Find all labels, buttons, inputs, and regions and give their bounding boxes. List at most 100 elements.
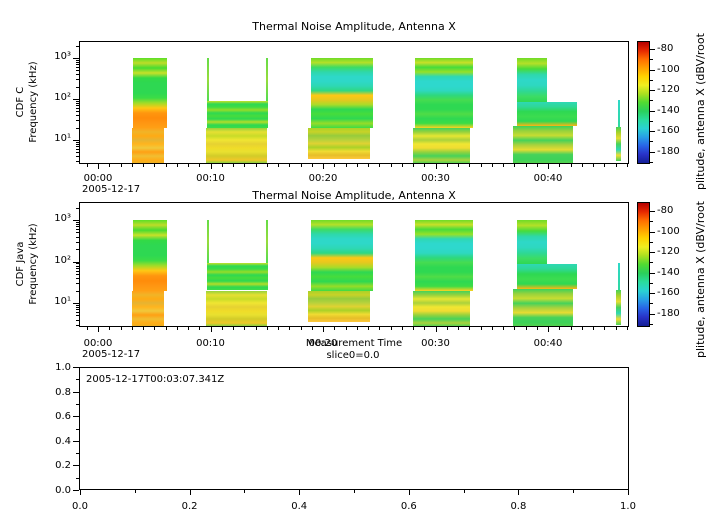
x-minor-tick (424, 164, 426, 167)
colorbar-tick-label: -100 (657, 225, 680, 237)
slice-y-minor-tick (76, 453, 79, 455)
x-minor-tick (491, 327, 493, 330)
y-minor-tick (76, 265, 79, 267)
y-axis-label-line1: CDF C (15, 86, 26, 118)
y-axis-label-line2: Frequency (kHz) (28, 61, 39, 143)
x-minor-tick (570, 164, 572, 167)
y-minor-tick (76, 102, 79, 104)
y-tick-label: 10¹ (54, 133, 71, 144)
y-minor-tick (76, 141, 79, 143)
y-minor-tick (76, 309, 79, 311)
colorbar-major-tick (650, 313, 655, 315)
y-minor-tick (76, 304, 79, 306)
colorbar-tick-label: -180 (657, 307, 680, 319)
colorbar-minor-tick (650, 221, 653, 223)
colorbar-major-tick (650, 151, 655, 153)
y-major-tick (73, 303, 79, 304)
slice-x-major-tick (628, 490, 629, 495)
x-axis-date-label: 2005-12-17 (82, 349, 141, 360)
colorbar-minor-tick (650, 323, 653, 325)
x-minor-tick (458, 164, 459, 167)
x-minor-tick (176, 164, 178, 167)
slice-x-major-tick (408, 490, 410, 495)
y-minor-tick (76, 100, 79, 102)
colorbar-minor-tick (650, 161, 653, 163)
x-minor-tick (469, 164, 471, 167)
spectrogram-block-scan-4-lower (413, 127, 471, 163)
slice-y-tick-label: 0.8 (55, 386, 71, 398)
x-minor-tick (233, 327, 234, 330)
spectrogram-block-scan-1-upper (132, 58, 167, 128)
y-minor-tick (76, 156, 79, 158)
spectrogram-block-scan-4-lower (413, 290, 471, 326)
x-minor-tick (604, 327, 606, 330)
y-minor-tick (76, 64, 79, 66)
y-minor-tick (76, 86, 79, 88)
x-tick-label: 00:00 (83, 173, 113, 184)
spectrogram-block-sliver-spike (617, 100, 620, 127)
x-minor-tick (368, 327, 369, 330)
y-minor-tick (76, 111, 79, 113)
colorbar-minor-tick (650, 303, 653, 305)
slice-y-major-tick (73, 490, 79, 491)
x-minor-tick (615, 327, 617, 330)
y-minor-tick (76, 226, 79, 228)
plot-area-cdf-java (79, 202, 629, 327)
y-minor-tick (76, 143, 79, 145)
x-minor-tick (626, 164, 628, 167)
colorbar-minor-tick (650, 120, 653, 122)
slice-y-tick-label: 0.0 (55, 485, 71, 496)
x-minor-tick (109, 327, 111, 330)
colorbar-minor-tick (650, 100, 653, 102)
spectrogram-block-scan-2-spike-right (265, 220, 268, 264)
colorbar-cdf-java-label: plitude, antenna X (dBV/root (694, 201, 707, 358)
colorbar-major-tick (650, 211, 655, 212)
x-minor-tick (86, 164, 88, 167)
colorbar-minor-tick (650, 282, 653, 284)
x-major-tick (548, 164, 549, 169)
y-minor-tick (76, 79, 79, 81)
colorbar-minor-tick (650, 79, 653, 81)
spectrogram-block-scan-1-lower (131, 290, 165, 326)
y-minor-tick (76, 263, 79, 265)
colorbar-tick-label: -80 (657, 43, 674, 54)
y-tick-label: 10² (54, 254, 71, 266)
x-minor-tick (334, 164, 336, 167)
x-minor-tick (86, 327, 88, 330)
x-minor-tick (401, 327, 403, 330)
spectrogram-block-scan-2-spike-left (207, 58, 210, 101)
x-major-tick (435, 327, 437, 332)
y-minor-tick (76, 315, 79, 317)
x-major-tick (323, 164, 324, 169)
x-minor-tick (379, 164, 381, 167)
x-minor-tick (480, 164, 482, 167)
colorbar-cdf-c-label: plitude, antenna X (dBV/root (694, 33, 707, 190)
y-minor-tick (76, 236, 79, 238)
y-minor-tick (76, 290, 79, 292)
x-major-tick (210, 164, 212, 169)
x-minor-tick (390, 327, 392, 330)
slice-x-minor-tick (463, 490, 465, 493)
colorbar-tick-label: -140 (657, 104, 680, 116)
colorbar-minor-tick (650, 262, 653, 264)
y-major-tick (73, 261, 79, 263)
spectrogram-block-scan-3-upper (310, 220, 373, 291)
slice-y-minor-tick (76, 379, 79, 381)
slice-x-tick-label: 0.4 (291, 501, 308, 512)
x-tick-label: 00:20 (308, 173, 338, 184)
y-minor-tick (76, 232, 79, 234)
plot-area-slice (79, 367, 629, 490)
x-minor-tick (379, 327, 381, 330)
slice-x-major-tick (518, 490, 520, 495)
spectrogram-block-scan-2-spike-right (265, 58, 268, 101)
x-minor-tick (221, 164, 223, 167)
x-minor-tick (424, 327, 426, 330)
x-minor-tick (289, 164, 291, 167)
x-minor-tick (244, 164, 246, 167)
x-axis-date-label: 2005-12-17 (82, 184, 141, 195)
x-minor-tick (345, 327, 347, 330)
y-tick-label: 10³ (54, 213, 71, 224)
y-minor-tick (76, 207, 79, 209)
colorbar-major-tick (650, 131, 655, 132)
